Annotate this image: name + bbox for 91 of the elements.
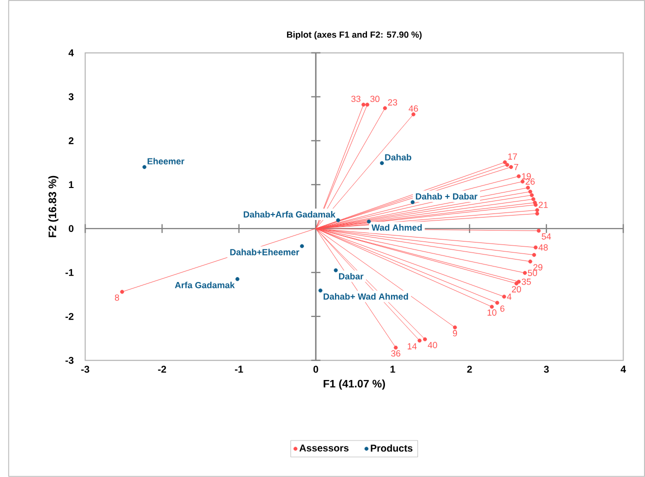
point (380, 161, 384, 166)
y-tick-label: 2 (68, 137, 74, 144)
y-tick-label: 3 (68, 93, 74, 100)
annotation: 20 (512, 286, 522, 292)
annotation: 7 (514, 164, 518, 170)
annotation: 40 (428, 342, 438, 348)
y-axis-title: F2 (16.83 %) (48, 176, 58, 238)
point (528, 190, 532, 194)
x-tick-label: 4 (620, 366, 626, 373)
annotation: 4 (506, 294, 512, 300)
point (336, 218, 340, 222)
point (530, 193, 534, 198)
point (366, 220, 371, 224)
annotation: 35 (522, 278, 531, 285)
annotation: 10 (488, 309, 496, 316)
x-tick-label: -3 (81, 366, 90, 373)
annotation: 23 (388, 99, 398, 106)
point (502, 294, 506, 299)
point (528, 260, 532, 264)
annotation: 17 (508, 154, 517, 160)
point (410, 200, 415, 204)
point (365, 102, 370, 107)
point (514, 282, 518, 286)
annotation: 8 (114, 294, 120, 301)
point (509, 165, 514, 170)
point (120, 290, 124, 294)
x-tick-label: 2 (467, 366, 472, 373)
annotation: 21 (538, 202, 548, 208)
annotation: 30 (370, 96, 380, 102)
annotation: Dahab+Arfa Gadamak (244, 211, 336, 218)
annotation: 9 (452, 330, 457, 336)
y-tick-label: -2 (66, 313, 74, 320)
point (534, 246, 538, 250)
point (490, 304, 494, 309)
point (361, 102, 366, 107)
annotation: Dahab (385, 154, 412, 161)
annotation: 6 (500, 306, 504, 312)
annotation: 29 (533, 264, 542, 270)
point (535, 208, 540, 212)
x-tick-label: 0 (313, 366, 318, 373)
y-tick-label: -1 (66, 269, 74, 276)
annotation: 48 (538, 244, 548, 251)
annotation: Eheemer (148, 158, 184, 164)
annotation: 46 (408, 105, 418, 112)
annotation: 33 (351, 96, 360, 102)
point (526, 186, 530, 190)
point (452, 326, 457, 330)
point (142, 165, 146, 170)
point (383, 106, 387, 110)
point (334, 268, 338, 272)
x-axis-title: F1 (41.07 %) (324, 380, 385, 390)
annotation: Arfa Gadamak (174, 282, 235, 288)
y-tick-label: 4 (68, 50, 74, 56)
y-tick-label: 0 (68, 225, 74, 232)
point (394, 346, 398, 350)
point (505, 162, 510, 167)
point (411, 112, 416, 116)
point (531, 197, 536, 202)
y-tick-label: -3 (66, 356, 74, 364)
point (418, 338, 422, 343)
annotation: Dabar (339, 273, 364, 280)
annotation: 19 (522, 173, 531, 180)
point (516, 174, 521, 178)
point (532, 253, 536, 257)
point (495, 300, 500, 305)
legend-label: Products (370, 444, 412, 452)
legend-label: Assessors (299, 444, 349, 452)
y-tick-label: 1 (69, 181, 74, 188)
x-tick-label: 3 (544, 366, 549, 373)
annotation: 54 (542, 233, 551, 240)
x-tick-label: -1 (234, 366, 244, 373)
annotation: Dahab+Eheemer (230, 248, 300, 256)
chart-title: Biplot (axes F1 and F2: 57.90 %) (287, 31, 422, 40)
annotation: 26 (526, 178, 535, 185)
annotation: Dahab+ Wad Ahmed (324, 293, 408, 300)
point (535, 212, 540, 216)
x-tick-label: 1 (390, 366, 396, 373)
point (520, 180, 525, 184)
annotation: 50 (528, 270, 538, 276)
point (235, 277, 240, 282)
point (318, 288, 322, 293)
annotation: Dahab + Dabar (416, 193, 478, 200)
point (300, 244, 304, 248)
point (502, 160, 507, 164)
point (422, 337, 427, 342)
annotation: 14 (408, 343, 417, 350)
annotation: 36 (391, 350, 400, 357)
annotation: Wad Ahmed (372, 224, 422, 231)
x-tick-label: -2 (158, 366, 166, 373)
point (536, 228, 541, 233)
point (522, 271, 527, 275)
